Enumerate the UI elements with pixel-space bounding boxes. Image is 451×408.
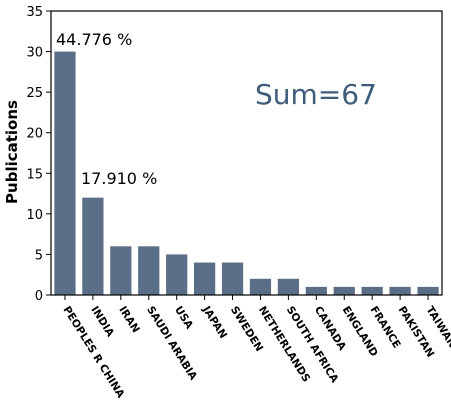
plot-frame xyxy=(50,10,443,296)
annotation-sum: Sum=67 xyxy=(255,78,377,111)
y-tick-label: 0 xyxy=(35,289,43,304)
bar-south-africa xyxy=(277,278,300,295)
bar-iran xyxy=(110,246,132,295)
y-axis: 0 5 10 15 20 25 30 35 xyxy=(26,5,51,304)
bar-canada xyxy=(305,286,327,295)
annotation-china-percent: 44.776 % xyxy=(56,30,132,49)
bar-pakistan xyxy=(389,286,411,295)
bar-saudi-arabia xyxy=(138,246,160,295)
x-tick-label: INDIA xyxy=(88,304,116,339)
annotation-india-percent: 17.910 % xyxy=(81,169,157,188)
y-tick-label: 25 xyxy=(26,86,43,101)
x-tick-label: JAPAN xyxy=(200,303,230,340)
bar-netherlands xyxy=(249,278,272,295)
y-tick-label: 35 xyxy=(26,5,43,20)
y-tick-label: 5 xyxy=(35,248,43,263)
bar-england xyxy=(333,286,355,295)
bar-peoples-r-china xyxy=(54,51,76,295)
bar-japan xyxy=(193,262,216,295)
y-axis-label: Publications xyxy=(3,100,21,204)
x-tick-label: IRAN xyxy=(116,304,141,335)
bar-india xyxy=(82,197,104,295)
y-tick-label: 15 xyxy=(26,167,43,182)
bar-france xyxy=(361,286,383,295)
x-tick-label: SAUDI ARABIA xyxy=(144,304,199,383)
y-tick-label: 30 xyxy=(26,46,43,61)
bar-sweden xyxy=(221,262,244,295)
y-tick-label: 20 xyxy=(26,127,43,142)
bar-taiwan xyxy=(417,286,439,295)
bar-usa xyxy=(166,254,188,295)
x-tick-label: USA xyxy=(172,304,195,332)
y-tick-label: 10 xyxy=(26,208,43,223)
plot-area xyxy=(54,51,439,295)
